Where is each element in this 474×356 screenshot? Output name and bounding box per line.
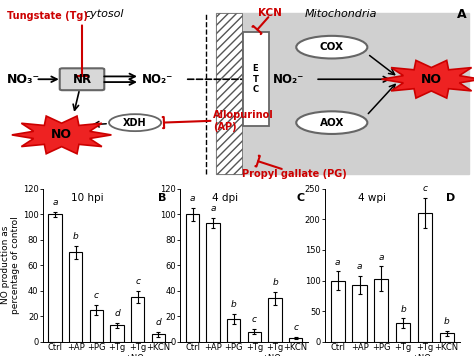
- Ellipse shape: [296, 111, 367, 134]
- Text: cytosol: cytosol: [84, 9, 124, 20]
- Bar: [69, 252, 82, 342]
- Text: NO: NO: [421, 73, 442, 86]
- Text: NO₂⁻: NO₂⁻: [142, 73, 173, 86]
- Text: D: D: [447, 193, 456, 203]
- Text: KCN: KCN: [258, 7, 282, 17]
- Text: C: C: [296, 193, 304, 203]
- Bar: [439, 333, 454, 342]
- Bar: [186, 214, 199, 342]
- Text: b: b: [400, 305, 406, 314]
- Text: c: c: [293, 323, 298, 332]
- Polygon shape: [382, 61, 474, 98]
- Text: Allopurinol
(AP): Allopurinol (AP): [213, 110, 274, 132]
- Bar: [131, 297, 144, 342]
- Bar: [248, 331, 261, 342]
- Bar: [374, 279, 388, 342]
- Text: NR: NR: [73, 73, 91, 86]
- Text: NO: NO: [51, 129, 72, 141]
- Text: 10 hpi: 10 hpi: [71, 193, 104, 203]
- Text: d: d: [155, 318, 161, 327]
- Bar: [227, 319, 240, 342]
- Bar: [152, 334, 165, 342]
- Bar: [331, 281, 345, 342]
- Text: d: d: [114, 309, 120, 318]
- Text: b: b: [231, 300, 237, 309]
- Text: E
T
C: E T C: [253, 64, 258, 94]
- Text: NO₂⁻: NO₂⁻: [273, 73, 304, 86]
- Bar: [418, 213, 432, 342]
- Text: a: a: [357, 262, 362, 271]
- Text: 4 wpi: 4 wpi: [358, 193, 386, 203]
- Text: a: a: [210, 204, 216, 214]
- Text: a: a: [335, 258, 340, 267]
- Text: NO₃⁻: NO₃⁻: [7, 73, 40, 86]
- Bar: [243, 32, 269, 126]
- Text: XDH: XDH: [123, 117, 147, 128]
- Bar: [396, 323, 410, 342]
- Y-axis label: NO production as
percentage of control: NO production as percentage of control: [0, 216, 20, 314]
- Text: a: a: [190, 194, 195, 203]
- Text: c: c: [422, 184, 428, 193]
- Text: c: c: [252, 315, 257, 324]
- Bar: [216, 13, 242, 174]
- Text: B: B: [158, 193, 167, 203]
- Text: 4 dpi: 4 dpi: [212, 193, 238, 203]
- Ellipse shape: [109, 114, 161, 131]
- Text: A: A: [457, 7, 467, 21]
- Bar: [110, 325, 124, 342]
- Bar: [90, 310, 103, 342]
- Text: AOX: AOX: [319, 117, 344, 128]
- Text: b: b: [272, 278, 278, 287]
- FancyBboxPatch shape: [60, 68, 104, 90]
- Text: c: c: [94, 291, 99, 300]
- Text: Propyl gallate (PG): Propyl gallate (PG): [242, 169, 346, 179]
- Text: b: b: [73, 232, 79, 241]
- Text: a: a: [52, 198, 58, 207]
- Text: c: c: [135, 277, 140, 286]
- Bar: [216, 13, 469, 174]
- Bar: [268, 298, 282, 342]
- Bar: [353, 285, 366, 342]
- Text: b: b: [444, 317, 449, 326]
- Bar: [289, 338, 302, 342]
- Text: a: a: [379, 253, 384, 262]
- Text: Tungstate (Tg): Tungstate (Tg): [7, 11, 88, 21]
- Ellipse shape: [296, 36, 367, 58]
- Polygon shape: [12, 116, 111, 154]
- Text: Mitochondria: Mitochondria: [305, 9, 377, 20]
- Text: COX: COX: [320, 42, 344, 52]
- Bar: [207, 223, 220, 342]
- Bar: [48, 214, 62, 342]
